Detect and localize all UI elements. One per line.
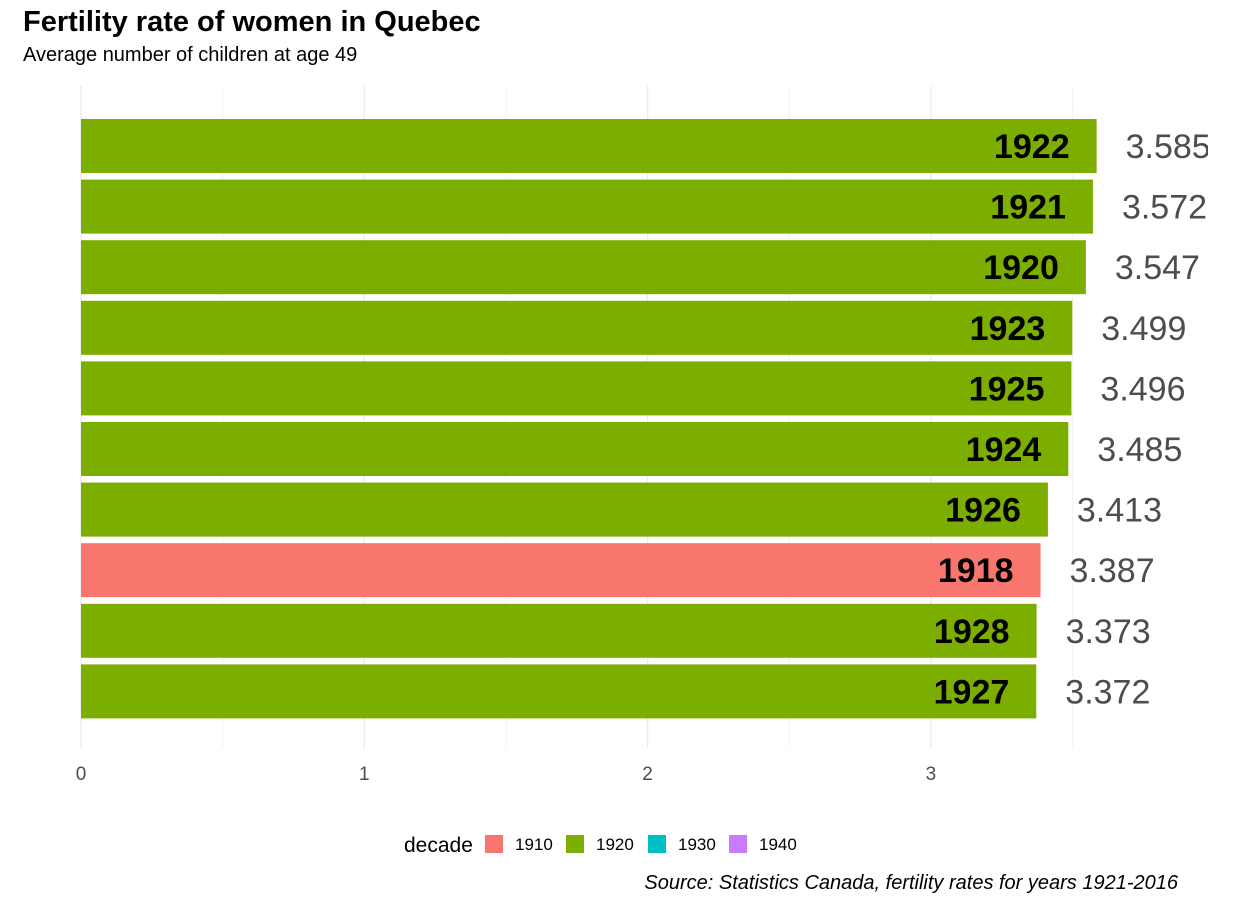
legend-key: [648, 835, 666, 853]
bar-year-label: 1928: [934, 613, 1010, 651]
bar-value-label: 3.372: [1065, 673, 1150, 711]
x-tick-label: 2: [642, 764, 653, 785]
bar: [81, 422, 1069, 476]
legend-label: 1940: [759, 835, 797, 854]
bar-value-label: 3.373: [1066, 613, 1151, 651]
legend: decade 1910 1920 1930 1940: [404, 834, 797, 857]
legend-key: [485, 835, 503, 853]
legend-label: 1920: [596, 835, 634, 854]
bar-value-label: 3.572: [1122, 189, 1207, 227]
bar-year-label: 1922: [994, 128, 1070, 166]
x-tick-label: 3: [926, 764, 937, 785]
bar-year-label: 1925: [969, 370, 1045, 408]
bar-year-label: 1924: [966, 431, 1042, 469]
bars: [81, 119, 1097, 719]
bar: [81, 664, 1037, 719]
bar-value-label: 3.387: [1070, 552, 1155, 590]
bar: [81, 482, 1048, 537]
bar: [81, 603, 1037, 658]
bar-year-label: 1926: [945, 492, 1021, 530]
bar-value-label: 3.413: [1077, 492, 1162, 530]
bar-year-label: 1920: [983, 249, 1059, 287]
bar-value-label: 3.547: [1115, 249, 1200, 287]
bar: [81, 361, 1072, 416]
legend-title: decade: [404, 834, 473, 857]
value-labels: 1922 3.585 1921 3.572 1920 3.547 1923 3.499 1925…: [934, 128, 1211, 711]
bar: [81, 543, 1041, 598]
legend-label: 1910: [515, 835, 553, 854]
bar-value-label: 3.485: [1097, 431, 1182, 469]
bar-value-label: 3.496: [1100, 370, 1185, 408]
bar-year-label: 1927: [934, 673, 1010, 711]
x-tick-label: 0: [76, 764, 87, 785]
chart-title: Fertility rate of women in Quebec: [23, 6, 481, 38]
bar-year-label: 1918: [938, 552, 1014, 590]
legend-key: [729, 835, 747, 853]
bar: [81, 240, 1086, 295]
chart-subtitle: Average number of children at age 49: [23, 44, 358, 66]
bar: [81, 119, 1097, 173]
legend-key: [566, 835, 584, 853]
bar: [81, 179, 1093, 234]
bar: [81, 300, 1073, 355]
x-tick-label: 1: [359, 764, 370, 785]
bar-year-label: 1921: [990, 189, 1066, 227]
legend-label: 1930: [678, 835, 716, 854]
bar-value-label: 3.585: [1126, 128, 1211, 166]
chart-caption: Source: Statistics Canada, fertility rat…: [644, 872, 1178, 894]
x-axis-ticks: 0 1 2 3: [76, 764, 936, 785]
bar-value-label: 3.499: [1101, 310, 1186, 348]
bar-year-label: 1923: [970, 310, 1046, 348]
